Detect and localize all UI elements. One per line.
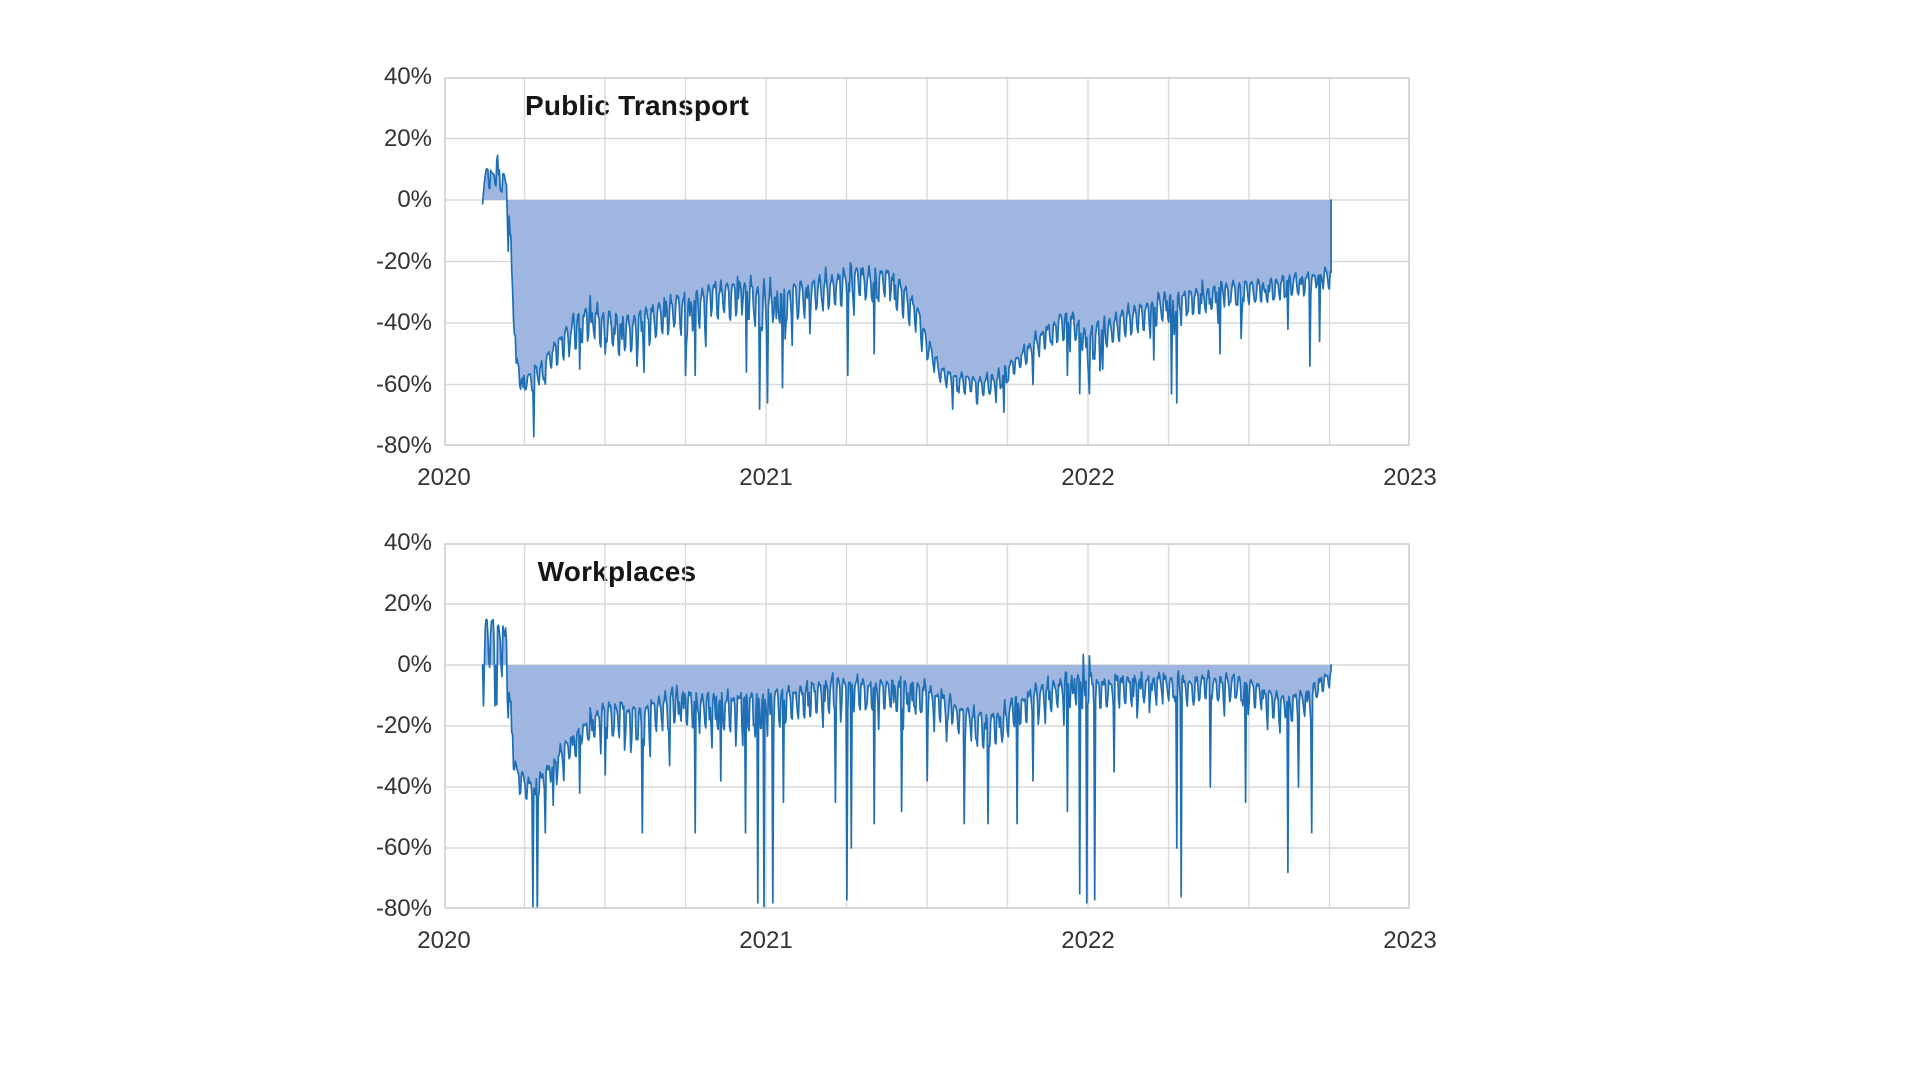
y-axis-label: 0%: [397, 186, 432, 213]
plot-area: [444, 77, 1410, 446]
y-axis-label: 40%: [383, 529, 432, 556]
chart-title: Workplaces: [537, 556, 697, 587]
x-axis-label: 2020: [417, 464, 471, 491]
x-axis-label: 2022: [1061, 927, 1115, 954]
x-axis-label: 2023: [1383, 464, 1437, 491]
y-axis-label: -80%: [375, 432, 432, 459]
line-series: [481, 154, 1332, 438]
area-series: [482, 619, 1332, 909]
y-axis-label: -60%: [375, 370, 432, 398]
y-axis-label: -80%: [375, 895, 432, 922]
x-axis-label: 2020: [417, 927, 471, 954]
y-axis-label: -20%: [375, 712, 432, 739]
y-axis-label: 20%: [383, 590, 432, 617]
x-axis-label: 2021: [739, 927, 793, 954]
line-series: [481, 618, 1332, 909]
x-axis-label: 2021: [739, 464, 793, 491]
plot-area: [444, 543, 1410, 909]
y-axis-label: -40%: [375, 309, 432, 336]
y-axis-label: 20%: [383, 124, 432, 152]
plot-border: [444, 77, 1410, 446]
plot-border: [444, 543, 1410, 909]
public-transport-chart: Public Transport 40% 20% 0% -20% -40% -60% -80…: [0, 0, 1920, 520]
x-axis-label: 2022: [1061, 464, 1115, 491]
y-axis-label: 0%: [397, 651, 432, 678]
x-axis-label: 2023: [1383, 927, 1437, 954]
y-axis-label: -60%: [375, 834, 432, 861]
chart-title: Public Transport: [524, 90, 750, 121]
y-axis-label: -20%: [375, 247, 432, 275]
y-axis-label: 40%: [383, 63, 432, 90]
y-axis-label: -40%: [375, 773, 432, 800]
area-series: [482, 155, 1332, 437]
